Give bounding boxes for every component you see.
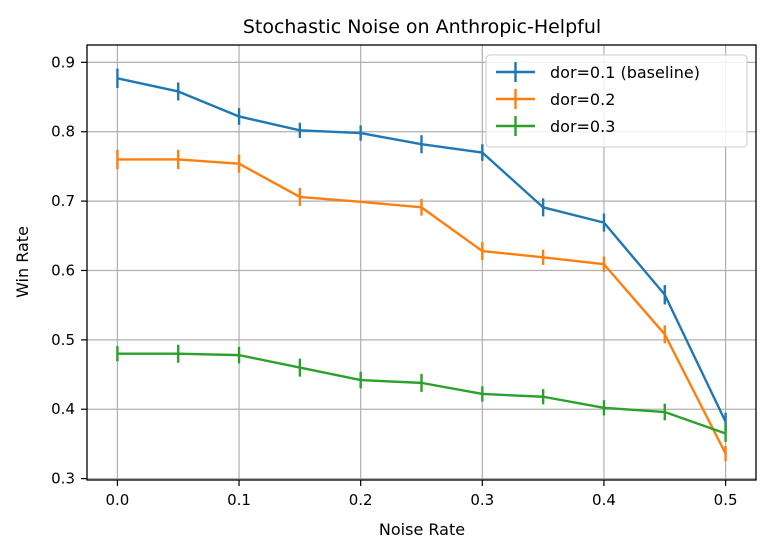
legend-label: dor=0.3 (550, 117, 615, 136)
y-tick-label: 0.9 (51, 53, 75, 71)
x-axis-title: Noise Rate (379, 520, 465, 539)
legend-label: dor=0.2 (550, 90, 615, 109)
legend-item: dor=0.2 (496, 89, 615, 109)
plot-frame (86, 44, 757, 481)
legend-box (485, 54, 748, 148)
series-3 (116, 344, 727, 442)
legend-items: dor=0.1 (baseline) dor=0.2 dor=0.3 (496, 62, 700, 136)
legend: dor=0.1 (baseline) dor=0.2 dor=0.3 (485, 54, 748, 148)
legend-item: dor=0.1 (baseline) (496, 62, 700, 82)
x-tick-label: 0.4 (592, 491, 616, 509)
y-axis-title: Win Rate (13, 226, 32, 298)
legend-label: dor=0.1 (baseline) (550, 63, 700, 82)
y-tick-label: 0.8 (51, 123, 75, 141)
y-tick-label: 0.4 (51, 400, 75, 418)
tick-layer: 0.0 0.1 0.2 0.3 0.4 0.5 0.3 0.4 0.5 0.6 0.7 0.8 0.9 (51, 53, 737, 509)
x-tick-label: 0.5 (714, 491, 738, 509)
series-layer (116, 68, 727, 462)
series-line (117, 352, 726, 435)
y-tick-label: 0.3 (51, 470, 75, 488)
legend-item: dor=0.3 (496, 116, 615, 136)
y-tick-label: 0.7 (51, 192, 75, 210)
y-tick-label: 0.5 (51, 331, 75, 349)
chart-title: Stochastic Noise on Anthropic-Helpful (243, 16, 601, 38)
x-tick-label: 0.0 (105, 491, 129, 509)
x-tick-label: 0.2 (349, 491, 373, 509)
x-tick-label: 0.3 (470, 491, 494, 509)
x-tick-label: 0.1 (227, 491, 251, 509)
y-tick-label: 0.6 (51, 261, 75, 279)
series-2 (116, 149, 727, 462)
